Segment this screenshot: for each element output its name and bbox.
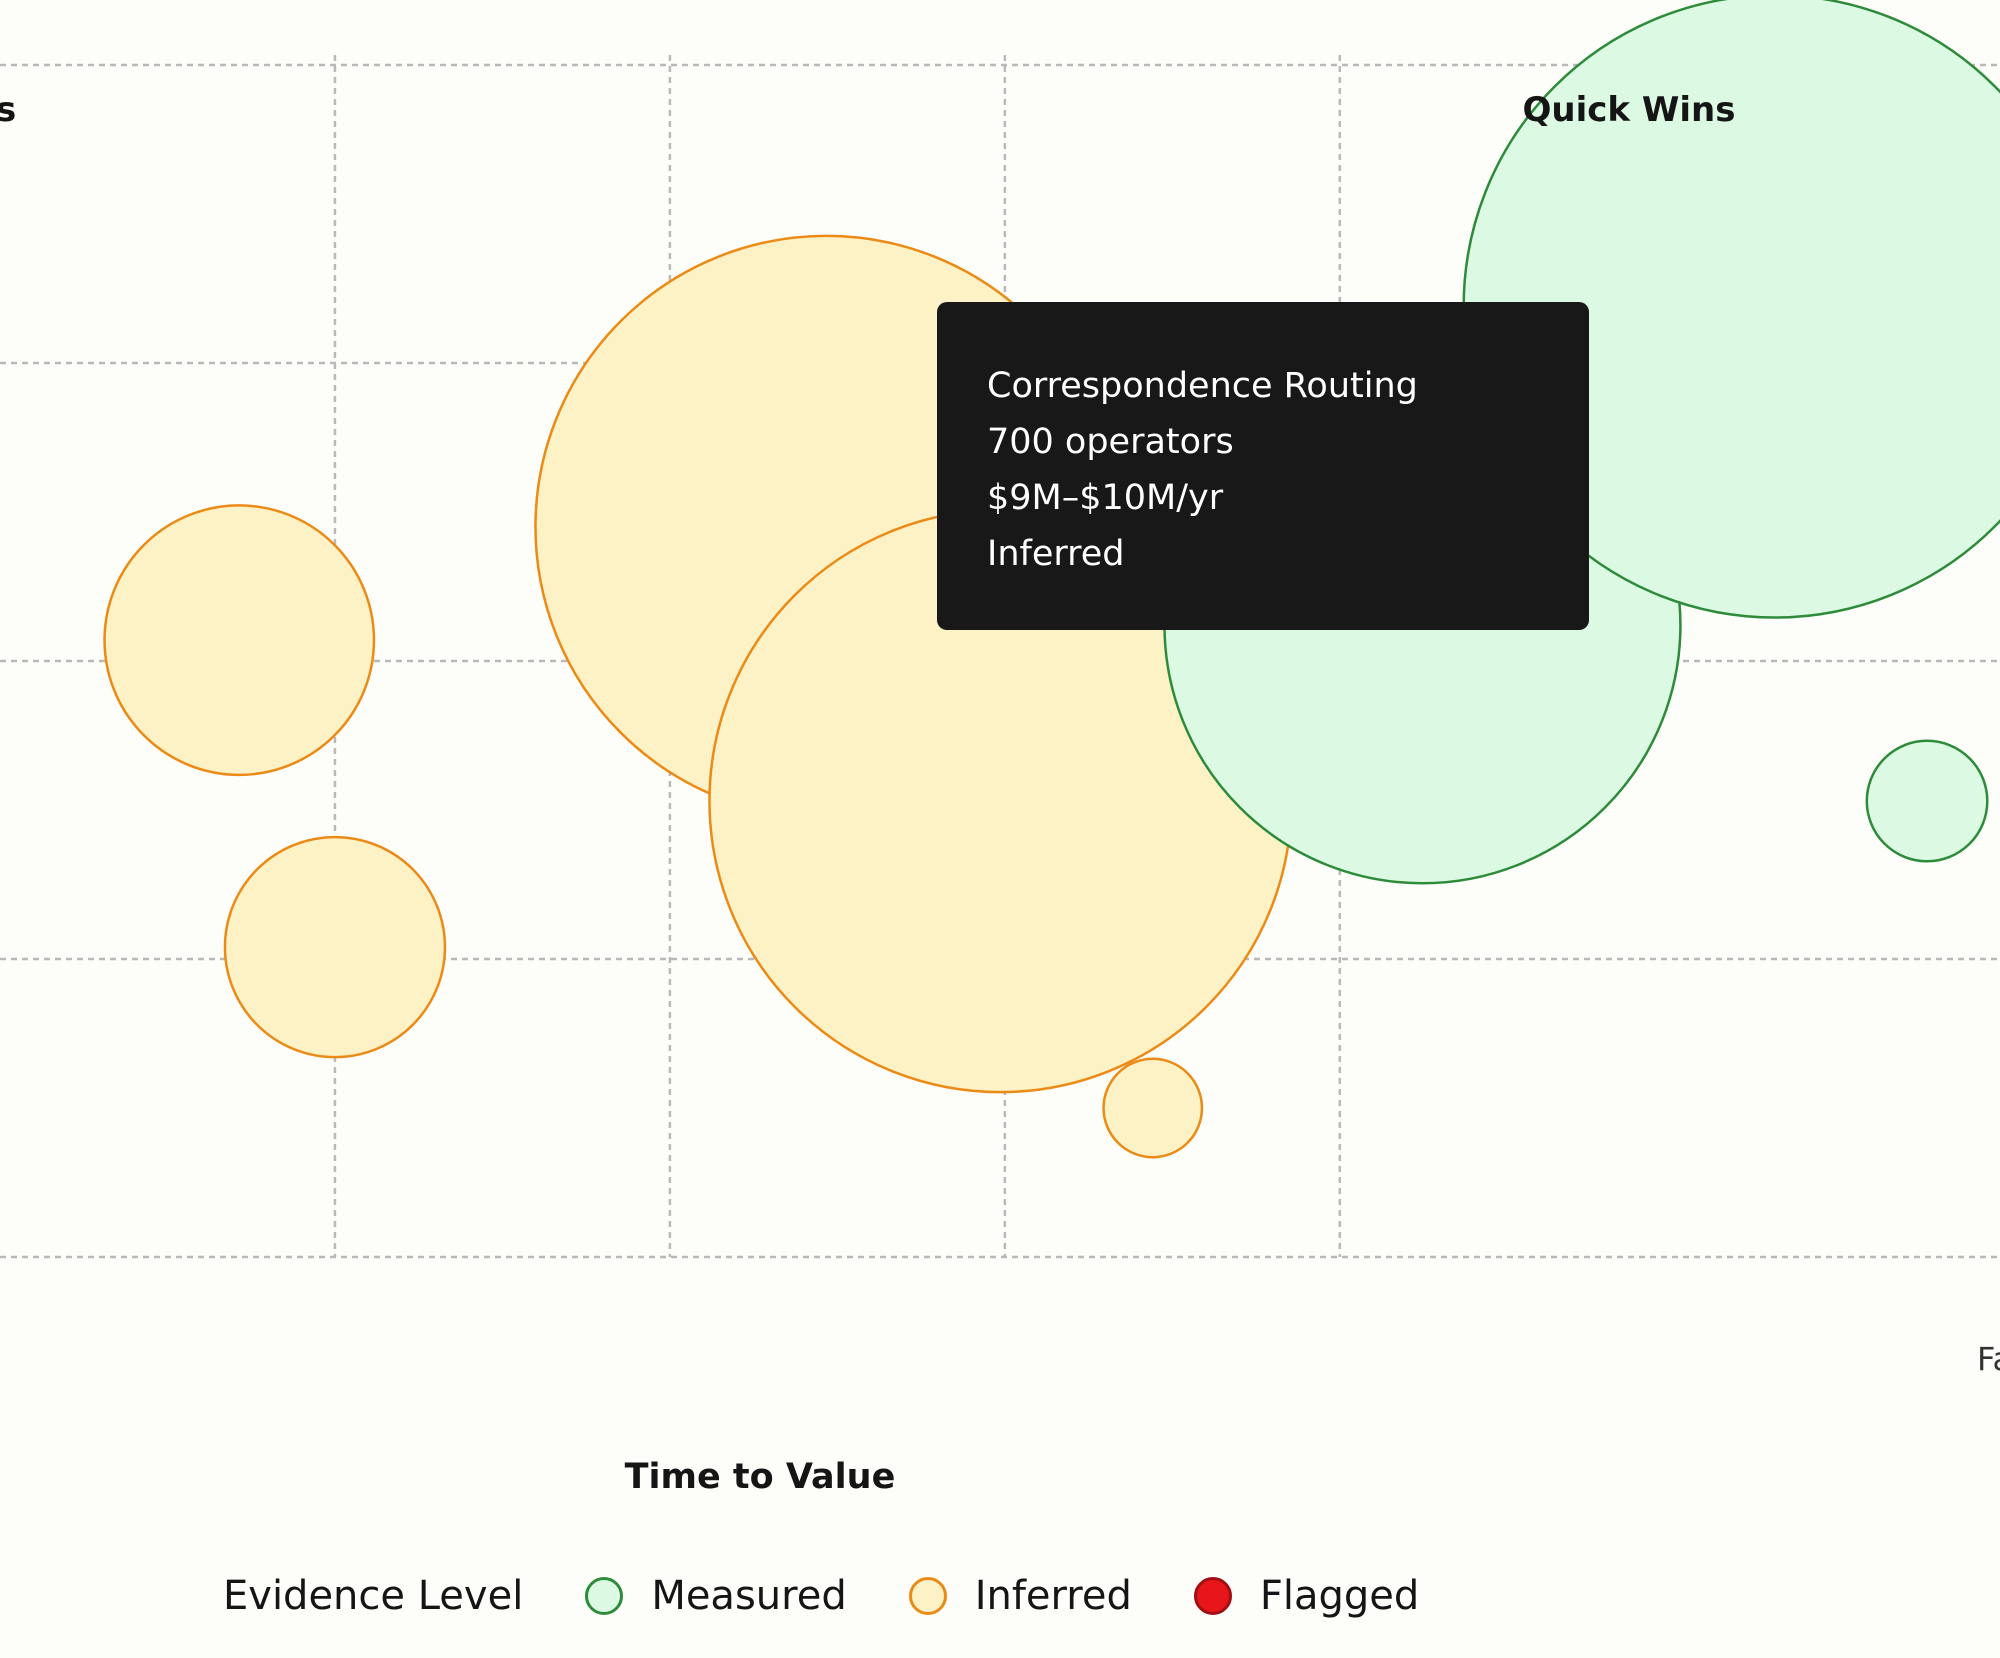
flagged-swatch-icon bbox=[1193, 1577, 1232, 1615]
legend-label-flagged: Flagged bbox=[1259, 1573, 1420, 1619]
tooltip-evidence: Inferred bbox=[987, 534, 1125, 574]
x-axis-title: Time to Value bbox=[625, 1457, 896, 1497]
bubble-measured-7[interactable] bbox=[1865, 739, 1989, 863]
bubble-inferred-4[interactable] bbox=[1102, 1057, 1204, 1159]
tooltip: Correspondence Routing 700 operators $9M… bbox=[937, 302, 1589, 630]
tooltip-name: Correspondence Routing bbox=[987, 366, 1418, 406]
tooltip-value: $9M–$10M/yr bbox=[987, 478, 1224, 518]
inferred-swatch-icon bbox=[908, 1577, 947, 1615]
legend-item-inferred[interactable]: Inferred bbox=[908, 1573, 1132, 1619]
measured-swatch-icon bbox=[585, 1577, 624, 1615]
legend-item-flagged[interactable]: Flagged bbox=[1193, 1573, 1420, 1619]
legend-label-inferred: Inferred bbox=[974, 1573, 1132, 1619]
quadrant-label-top-left: s bbox=[0, 90, 16, 130]
legend-label-measured: Measured bbox=[651, 1573, 847, 1619]
tooltip-operators: 700 operators bbox=[987, 422, 1234, 462]
bubble-inferred-0[interactable] bbox=[103, 504, 376, 777]
x-axis-end-label: Fa bbox=[1977, 1340, 2000, 1378]
legend-item-measured[interactable]: Measured bbox=[585, 1573, 847, 1619]
legend: Evidence Level Measured Inferred Flagged bbox=[223, 1566, 1481, 1626]
legend-title: Evidence Level bbox=[223, 1573, 524, 1619]
bubble-inferred-1[interactable] bbox=[223, 835, 447, 1059]
quadrant-label-quick-wins: Quick Wins bbox=[1523, 90, 1736, 130]
